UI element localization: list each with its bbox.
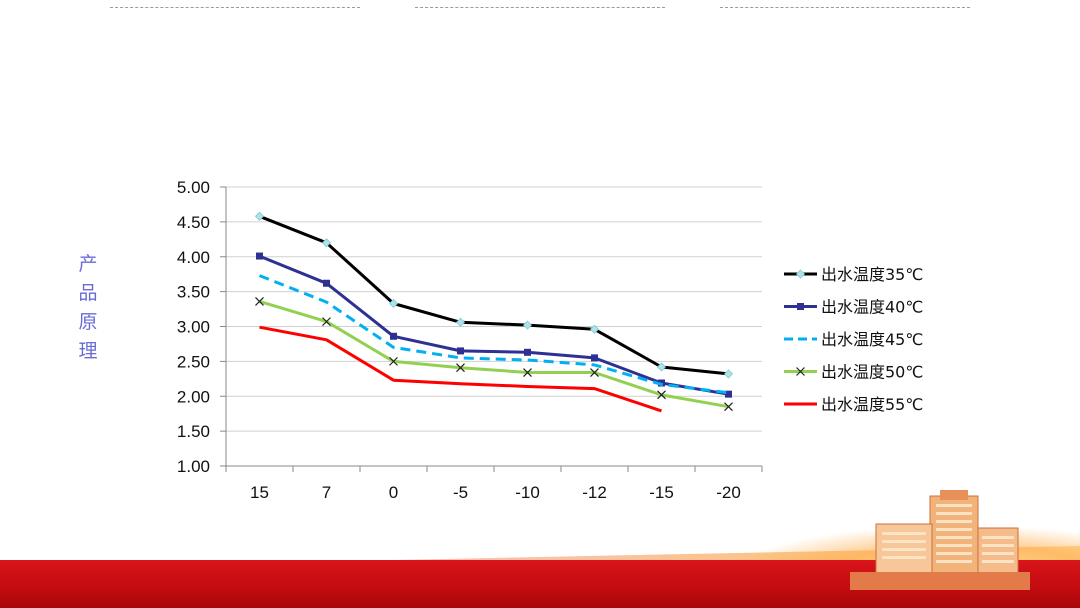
x-tick-label: 0 (389, 483, 398, 502)
legend-marker (795, 269, 806, 279)
x-tick-label: -10 (515, 483, 540, 502)
legend-marker (796, 367, 805, 376)
data-point (456, 363, 465, 373)
y-axis-ticks: 1.00 1.50 2.00 2.50 3.00 3.50 4.00 4.50 5.00 (177, 178, 210, 476)
y-tick-label: 1.00 (177, 457, 210, 476)
series-line (258, 274, 729, 395)
data-point (524, 348, 531, 356)
x-tick-label: 15 (250, 483, 269, 502)
building-tower-top (940, 490, 968, 500)
data-point (321, 238, 332, 248)
x-axis-ticks: 15 7 0 -5 -10 -12 -15 -20 (250, 483, 741, 502)
data-point (724, 402, 733, 412)
chart-gridlines (226, 186, 762, 432)
y-tick-label: 2.00 (177, 387, 210, 406)
x-tick-label: -5 (453, 483, 468, 502)
data-point (657, 390, 666, 400)
data-point (523, 368, 532, 377)
data-point (589, 324, 600, 334)
x-tick-label: -15 (649, 483, 674, 502)
legend-label: 出水温度40℃ (821, 298, 923, 317)
side-title-char: 品 (78, 282, 98, 304)
data-point (590, 368, 599, 377)
data-point (389, 356, 398, 366)
building-illustration (850, 490, 1030, 590)
data-point (656, 362, 667, 372)
side-title: 产 品 原 理 (76, 250, 100, 366)
legend-label: 出水温度35℃ (821, 265, 923, 284)
y-tick-label: 4.00 (177, 248, 210, 267)
y-tick-label: 3.00 (177, 318, 210, 337)
line-chart: 1.00 1.50 2.00 2.50 3.00 3.50 4.00 4.50 5.00 15 7… (177, 178, 923, 502)
legend-label: 出水温度50℃ (821, 363, 923, 382)
data-point (455, 317, 466, 327)
side-title-char: 原 (78, 311, 98, 333)
building-base (850, 572, 1030, 590)
side-title-char: 产 (78, 253, 98, 275)
y-tick-label: 2.50 (177, 352, 210, 371)
y-tick-label: 1.50 (177, 422, 210, 441)
x-tick-label: -20 (716, 483, 741, 502)
data-point (725, 390, 732, 398)
legend-marker (797, 303, 804, 310)
data-point (591, 354, 598, 362)
x-tick-label: -12 (582, 483, 607, 502)
building-windows (882, 504, 1014, 563)
series-line (258, 254, 729, 396)
data-point (522, 320, 533, 330)
x-tick-label: 7 (322, 483, 331, 502)
data-point (254, 211, 265, 221)
data-point (322, 317, 331, 327)
series-line (259, 299, 729, 409)
chart-series (254, 211, 734, 413)
y-tick-label: 5.00 (177, 178, 210, 197)
series-line (259, 325, 662, 413)
data-point (457, 347, 464, 355)
data-point (323, 279, 330, 287)
legend-label: 出水温度45℃ (821, 330, 923, 349)
data-point (256, 252, 263, 260)
y-tick-label: 3.50 (177, 283, 210, 302)
header-rule-3 (720, 7, 970, 8)
data-point (255, 296, 264, 306)
header-rule-2 (415, 7, 665, 8)
chart-legend: 出水温度35℃ 出水温度40℃ 出水温度45℃ 出水温度50℃ 出水温度55℃ (784, 265, 923, 414)
data-point (390, 332, 397, 340)
data-point (723, 369, 734, 379)
legend-label: 出水温度55℃ (821, 395, 923, 414)
chart-axes (220, 186, 763, 472)
series-line (258, 214, 729, 376)
header-rule-1 (110, 7, 360, 8)
y-tick-label: 4.50 (177, 213, 210, 232)
data-point (388, 298, 399, 309)
side-title-char: 理 (78, 340, 98, 362)
